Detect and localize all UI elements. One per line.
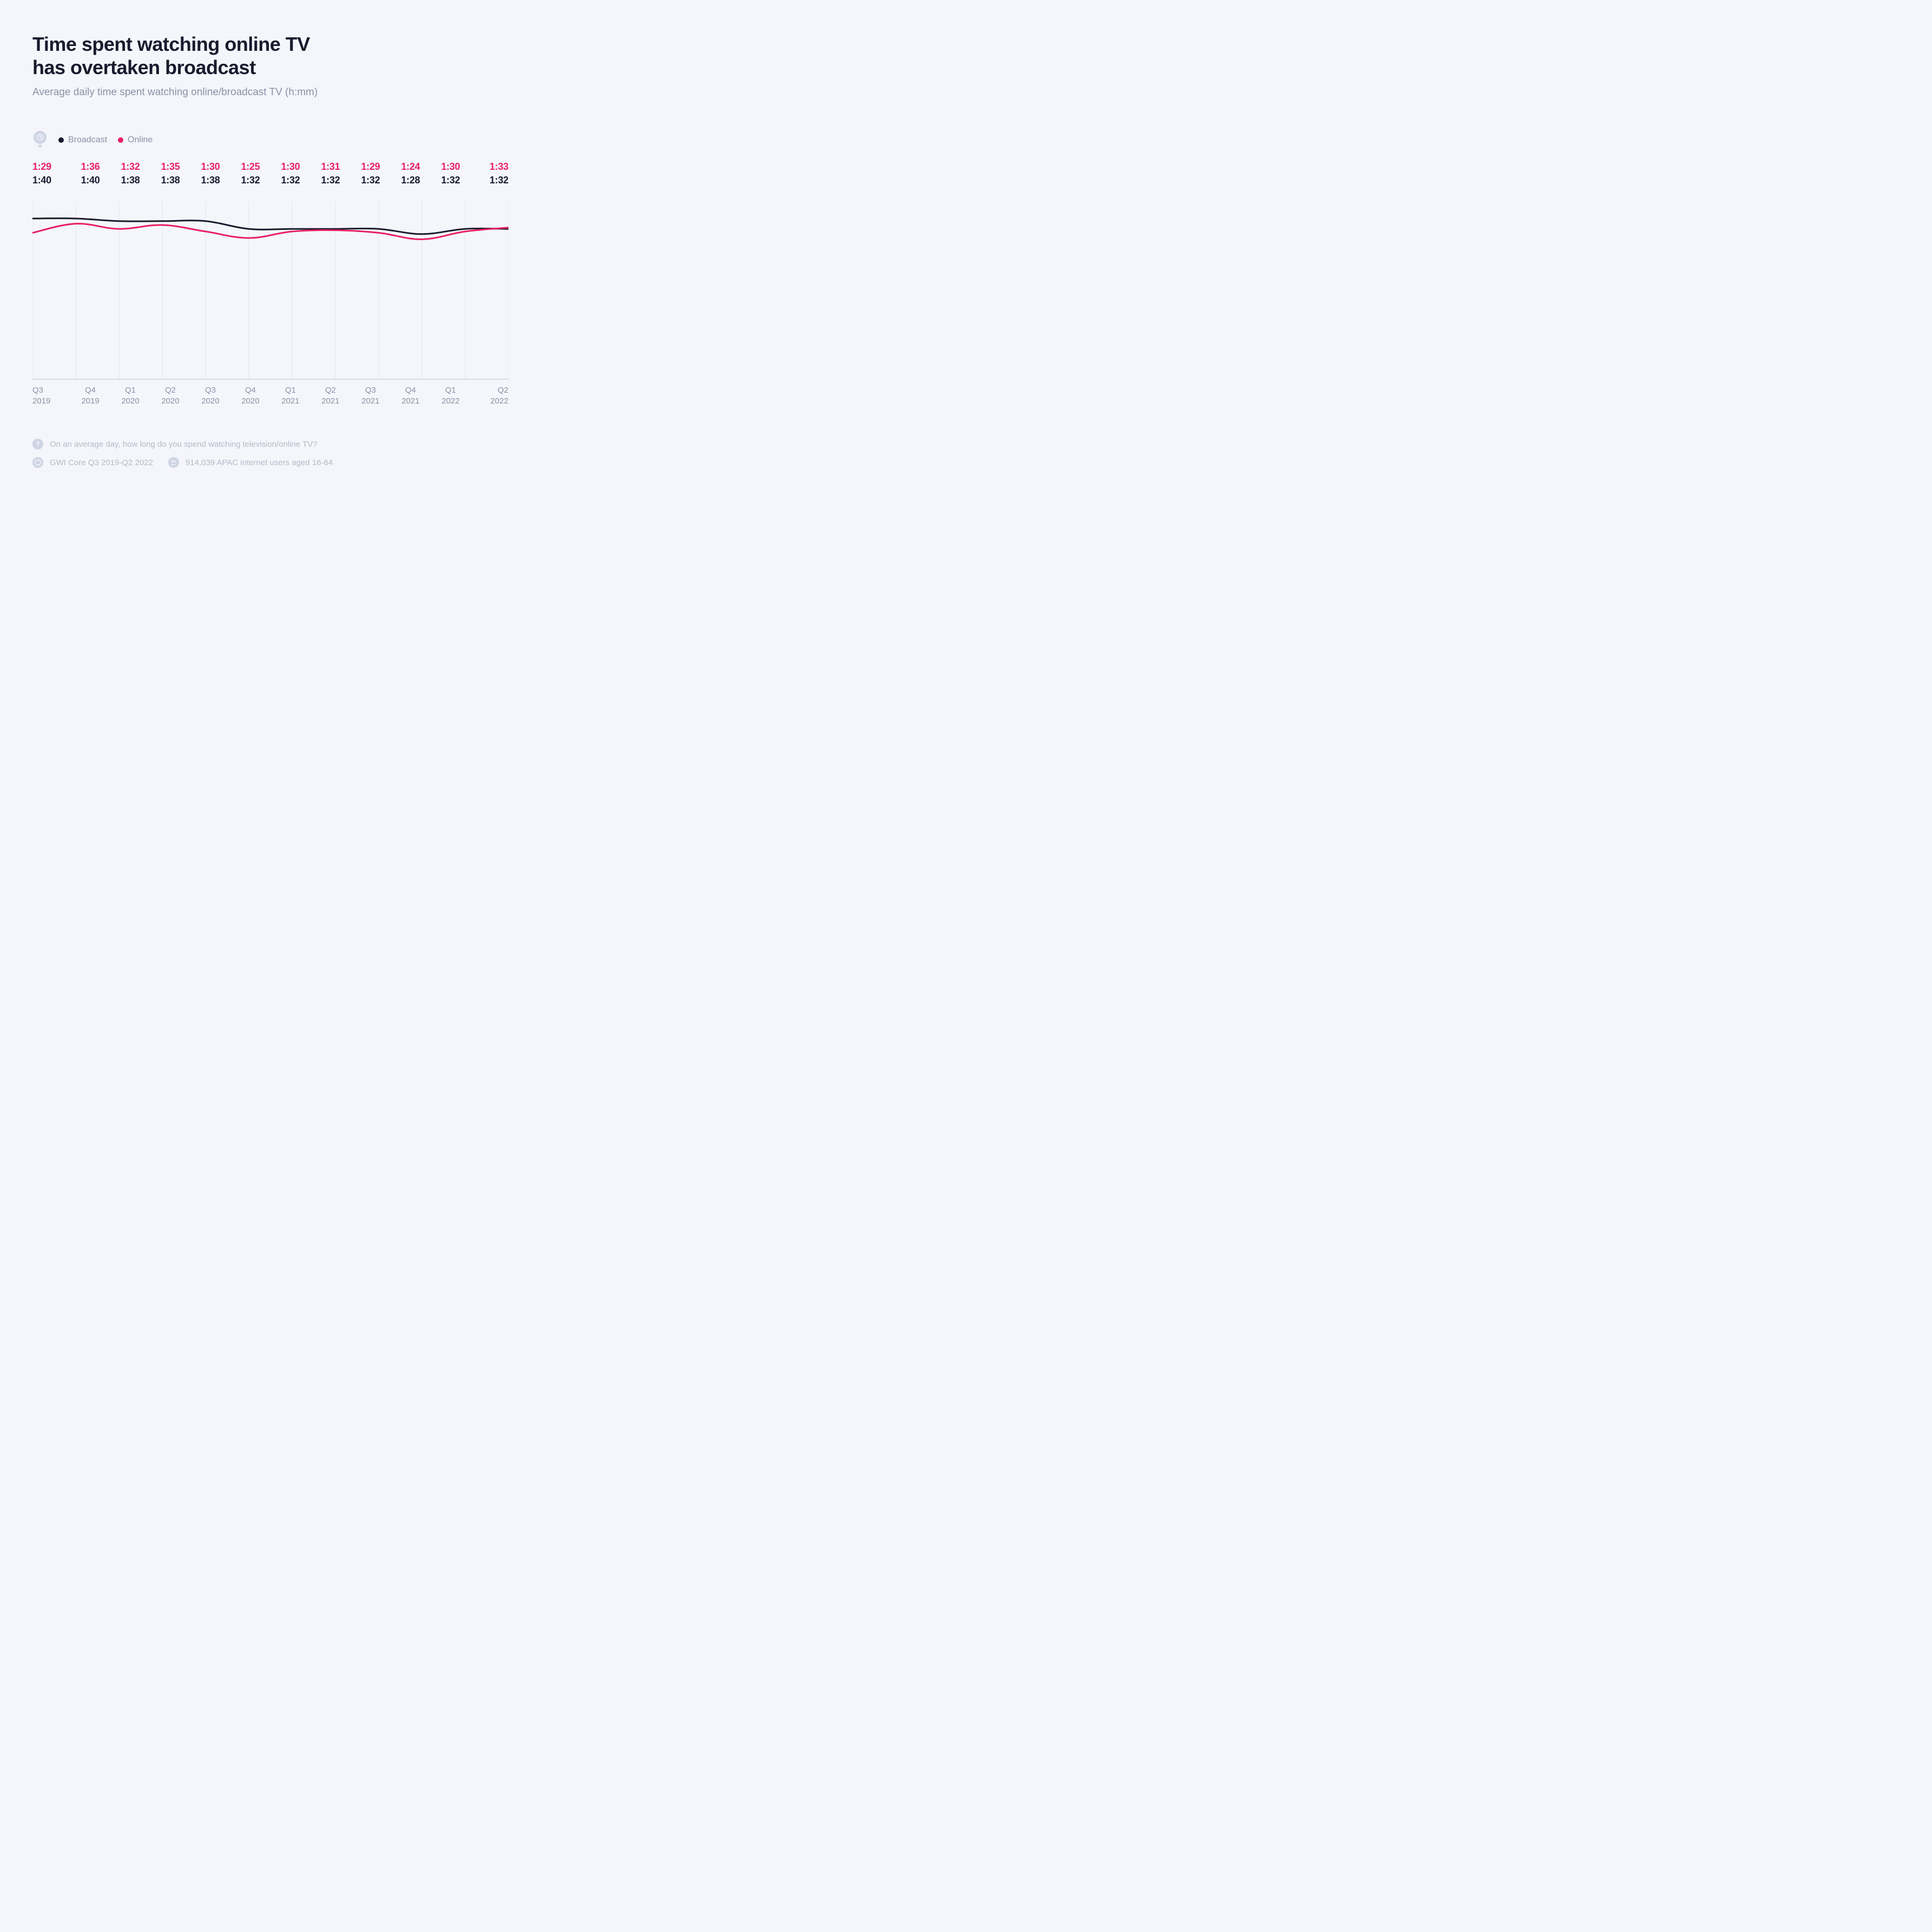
legend-dot-online — [118, 137, 123, 143]
clock-icon — [32, 131, 48, 149]
online-value: 1:33 — [473, 161, 508, 173]
legend-item-online: Online — [118, 135, 153, 145]
x-tick-label: Q12021 — [273, 385, 308, 406]
footer-source: GWI Core Q3 2019-Q2 2022 — [50, 458, 153, 467]
source-icon — [32, 457, 43, 468]
data-value-rows: 1:29 1:36 1:32 1:35 1:30 1:25 1:30 1:31 1:29 1:24… — [32, 161, 508, 186]
broadcast-value: 1:32 — [433, 175, 468, 186]
broadcast-value: 1:32 — [473, 175, 508, 186]
chart-subtitle: Average daily time spent watching online… — [32, 87, 508, 98]
x-tick-label: Q32019 — [32, 385, 68, 406]
x-tick-label: Q42021 — [393, 385, 428, 406]
x-tick-label: Q12020 — [113, 385, 148, 406]
broadcast-value: 1:40 — [32, 175, 68, 186]
online-value: 1:32 — [113, 161, 148, 173]
footer-question: On an average day, how long do you spend… — [50, 440, 317, 449]
legend-label-online: Online — [128, 135, 153, 145]
x-tick-label: Q42019 — [72, 385, 108, 406]
broadcast-value: 1:38 — [193, 175, 228, 186]
broadcast-value: 1:40 — [72, 175, 108, 186]
broadcast-value: 1:32 — [233, 175, 268, 186]
x-tick-label: Q32020 — [193, 385, 228, 406]
title-line-1: Time spent watching online TV — [32, 33, 310, 55]
chart-footer: ? On an average day, how long do you spe… — [32, 439, 508, 468]
online-value: 1:24 — [393, 161, 428, 173]
people-icon — [168, 457, 179, 468]
chart-svg — [32, 201, 508, 380]
footer-source-row: GWI Core Q3 2019-Q2 2022 914,039 APAC in… — [32, 457, 508, 468]
chart-title: Time spent watching online TV has overta… — [32, 32, 508, 79]
legend-dot-broadcast — [58, 137, 64, 143]
online-value: 1:29 — [32, 161, 68, 173]
online-value: 1:30 — [433, 161, 468, 173]
question-icon: ? — [32, 439, 43, 449]
data-row-online: 1:29 1:36 1:32 1:35 1:30 1:25 1:30 1:31 1:29 1:24… — [32, 161, 508, 173]
x-tick-label: Q22020 — [153, 385, 188, 406]
broadcast-value: 1:28 — [393, 175, 428, 186]
line-chart — [32, 201, 508, 380]
x-axis-labels: Q32019Q42019Q12020Q22020Q32020Q42020Q120… — [32, 385, 508, 406]
online-value: 1:29 — [353, 161, 388, 173]
footer-sample: 914,039 APAC internet users aged 16-64 — [186, 458, 333, 467]
data-row-broadcast: 1:40 1:40 1:38 1:38 1:38 1:32 1:32 1:32 1:32 1:28… — [32, 175, 508, 186]
online-value: 1:30 — [273, 161, 308, 173]
legend-label-broadcast: Broadcast — [68, 135, 107, 145]
broadcast-value: 1:32 — [313, 175, 348, 186]
footer-question-row: ? On an average day, how long do you spe… — [32, 439, 508, 449]
x-tick-label: Q22022 — [473, 385, 508, 406]
online-value: 1:25 — [233, 161, 268, 173]
x-tick-label: Q32021 — [353, 385, 388, 406]
x-tick-label: Q12022 — [433, 385, 468, 406]
x-tick-label: Q42020 — [233, 385, 268, 406]
title-line-2: has overtaken broadcast — [32, 56, 256, 78]
broadcast-value: 1:32 — [353, 175, 388, 186]
legend: Broadcast Online — [32, 131, 508, 149]
online-value: 1:36 — [72, 161, 108, 173]
online-value: 1:31 — [313, 161, 348, 173]
x-tick-label: Q22021 — [313, 385, 348, 406]
broadcast-value: 1:38 — [113, 175, 148, 186]
legend-item-broadcast: Broadcast — [58, 135, 107, 145]
online-value: 1:30 — [193, 161, 228, 173]
broadcast-value: 1:38 — [153, 175, 188, 186]
online-value: 1:35 — [153, 161, 188, 173]
broadcast-value: 1:32 — [273, 175, 308, 186]
